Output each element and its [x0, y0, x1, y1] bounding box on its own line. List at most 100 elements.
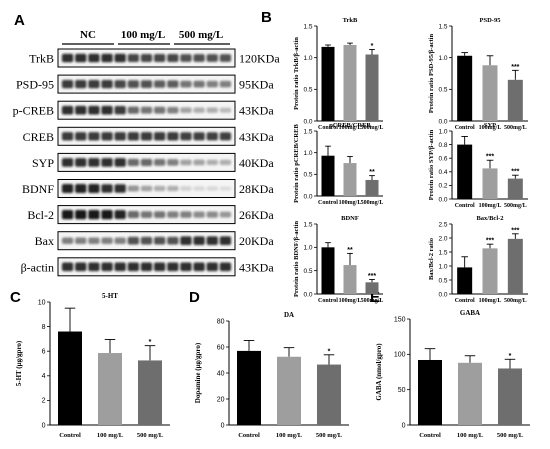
blot-size-label: 43KDa — [239, 130, 274, 144]
blot-band — [114, 80, 126, 89]
y-axis-label: Protein ratio PSD-95/β-actin — [428, 34, 435, 114]
x-tick-label: Control — [419, 432, 441, 439]
blot-band — [219, 262, 232, 272]
y-tick-label: 0.5 — [438, 87, 447, 94]
blot-band — [88, 237, 100, 244]
x-tick-label: Control — [318, 200, 338, 206]
blot-band — [206, 262, 218, 272]
blot-band — [180, 211, 192, 218]
blot-band — [206, 80, 218, 88]
y-tick-label: 1.5 — [303, 128, 312, 135]
blot-band — [101, 210, 113, 220]
bar — [457, 144, 473, 199]
y-tick-label: 80 — [217, 318, 225, 325]
chart-8: 0 50 100 150 GABA GABA (nmol/gpro) Control 100 … — [375, 309, 530, 439]
y-tick-label: 20 — [217, 396, 225, 403]
bar — [98, 353, 122, 425]
x-tick-label: Control — [318, 125, 338, 131]
blot-band — [180, 54, 192, 62]
bar — [343, 163, 357, 196]
blot-band — [167, 185, 179, 192]
blot-band — [140, 236, 153, 245]
blot-band — [61, 132, 74, 141]
y-tick-label: 150 — [394, 316, 406, 323]
y-tick-label: 8 — [42, 324, 46, 331]
x-tick-label: 500mg/L — [361, 200, 384, 206]
blot-band — [88, 184, 100, 193]
blot-band — [193, 132, 205, 141]
chart-title: Bax/Bcl-2 — [476, 215, 503, 222]
blot-band — [75, 53, 87, 63]
x-tick-label: 100mg/L — [339, 125, 362, 131]
x-tick-label: 100 mg/L — [457, 432, 484, 439]
panel-label-b: B — [261, 9, 272, 26]
y-tick-label: 6 — [42, 349, 46, 356]
blot-protein-label: p-CREB — [13, 104, 54, 118]
y-tick-label: 1.0 — [438, 263, 447, 270]
bar — [365, 179, 379, 196]
blot-band — [127, 211, 140, 219]
x-tick-label: Control — [59, 432, 81, 439]
blot-band — [61, 105, 74, 115]
blot-band — [140, 211, 153, 218]
y-tick-label: 40 — [217, 370, 225, 377]
y-tick-label: 0.5 — [303, 268, 312, 275]
y-axis-label: 5-HT (μg/gpro) — [15, 340, 23, 386]
x-tick-label: 100mg/L — [339, 298, 362, 304]
y-tick-label: 100 — [394, 352, 406, 359]
y-tick-label: 0.0 — [438, 196, 447, 203]
blot-group-label-nc: NC — [80, 29, 96, 41]
blot-row-2: p-CREB 43KDa — [13, 100, 274, 120]
blot-protein-label: Bcl-2 — [27, 208, 54, 222]
y-tick-label: 0.5 — [303, 87, 312, 94]
significance-label: * — [371, 43, 374, 50]
chart-title: GABA — [460, 309, 480, 317]
bar — [482, 65, 498, 121]
blot-band — [193, 80, 205, 88]
y-tick-label: 10 — [38, 299, 46, 306]
blot-band — [114, 158, 126, 167]
blot-band — [127, 54, 140, 62]
blot-band — [180, 186, 192, 191]
blot-band — [114, 184, 126, 193]
blot-size-label: 43KDa — [239, 104, 274, 118]
y-tick-label: 1.5 — [438, 249, 447, 256]
significance-label: *** — [511, 169, 519, 176]
chart-title: 5-HT — [102, 292, 118, 300]
x-tick-label: 500 mg/L — [137, 432, 164, 439]
blot-band — [153, 185, 166, 192]
chart-0: 0.0 0.5 1.0 1.5 TrkB Protein ratio TrkB/β-act… — [293, 17, 383, 131]
y-tick-label: 0 — [402, 422, 406, 429]
blot-band — [153, 54, 166, 62]
blot-band — [127, 80, 140, 88]
blot-band — [101, 132, 113, 141]
bar — [321, 46, 335, 121]
panel-label-d: D — [189, 289, 200, 306]
chart-title: DA — [284, 311, 294, 319]
chart-4: 0.0 0.5 1.0 1.5 BDNF Protein ratio BDNF/β-act… — [293, 215, 383, 304]
blot-band — [75, 210, 87, 220]
bar-charts: 0.0 0.5 1.0 1.5 TrkB Protein ratio TrkB/β-act… — [15, 17, 530, 439]
chart-5: 0.0 0.5 1.0 1.5 2.0 2.5 Bax/Bcl-2 Bax/Bcl-2 rat… — [428, 215, 528, 304]
bar — [458, 362, 482, 425]
blot-band — [193, 211, 205, 218]
blot-band — [61, 210, 74, 220]
blot-band — [180, 236, 192, 245]
blot-band — [153, 236, 166, 245]
blot-band — [153, 80, 166, 88]
blot-band — [140, 185, 153, 192]
blot-band — [101, 237, 113, 244]
blot-band — [167, 211, 179, 218]
y-tick-label: 1.5 — [303, 221, 312, 228]
blot-band — [75, 158, 87, 167]
y-tick-label: 4 — [42, 373, 46, 380]
y-tick-label: 2.5 — [438, 221, 447, 228]
chart-title: BDNF — [341, 215, 359, 222]
blot-band — [101, 158, 113, 167]
blot-size-label: 28KDa — [239, 182, 274, 196]
bar — [321, 247, 335, 294]
bar — [277, 356, 301, 425]
bar — [365, 54, 379, 121]
blot-band — [61, 184, 74, 193]
